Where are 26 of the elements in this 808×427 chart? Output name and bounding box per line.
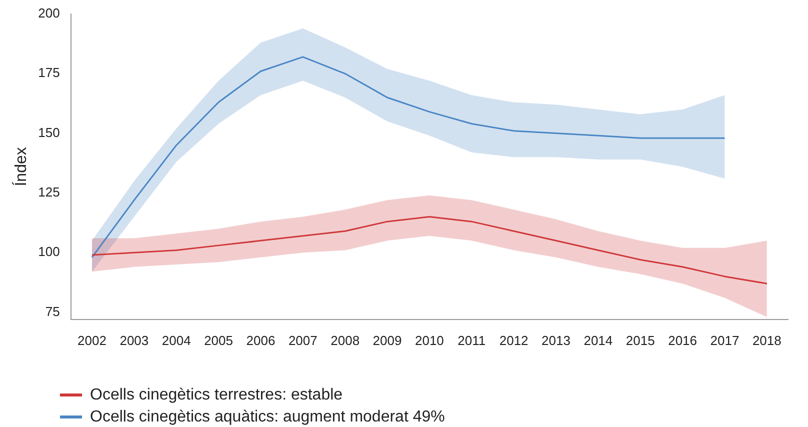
x-tick-label: 2017 xyxy=(710,332,740,348)
x-tick-label: 2005 xyxy=(204,332,233,348)
x-tick-label: 2009 xyxy=(372,332,402,348)
y-tick-label: 200 xyxy=(38,6,60,21)
x-tick-label: 2007 xyxy=(288,332,318,348)
x-tick-label: 2016 xyxy=(668,332,698,348)
legend-label: Ocells cinegètics aquàtics: augment moderat 49% xyxy=(90,408,445,426)
x-tick-label: 2012 xyxy=(499,332,528,348)
x-tick-label: 2018 xyxy=(752,332,782,348)
y-tick-label: 100 xyxy=(38,244,60,260)
y-tick-label: 125 xyxy=(38,184,60,200)
y-tick-label: 150 xyxy=(38,124,60,140)
x-tick-label: 2003 xyxy=(120,332,149,348)
x-tick-label: 2008 xyxy=(330,332,360,348)
x-tick-label: 2002 xyxy=(78,332,106,348)
y-tick-label: 175 xyxy=(38,65,60,80)
x-tick-label: 2006 xyxy=(246,332,276,348)
x-tick-label: 2004 xyxy=(162,332,191,348)
x-tick-label: 2014 xyxy=(584,332,613,348)
legend-label: Ocells cinegètics terrestres: estable xyxy=(90,386,343,404)
x-tick-label: 2011 xyxy=(458,332,486,348)
x-tick-label: 2015 xyxy=(626,332,655,348)
x-tick-label: 2010 xyxy=(414,332,444,348)
x-tick-label: 2013 xyxy=(542,332,570,348)
y-axis-title: Índex xyxy=(12,147,30,186)
y-tick-label: 75 xyxy=(45,304,60,319)
